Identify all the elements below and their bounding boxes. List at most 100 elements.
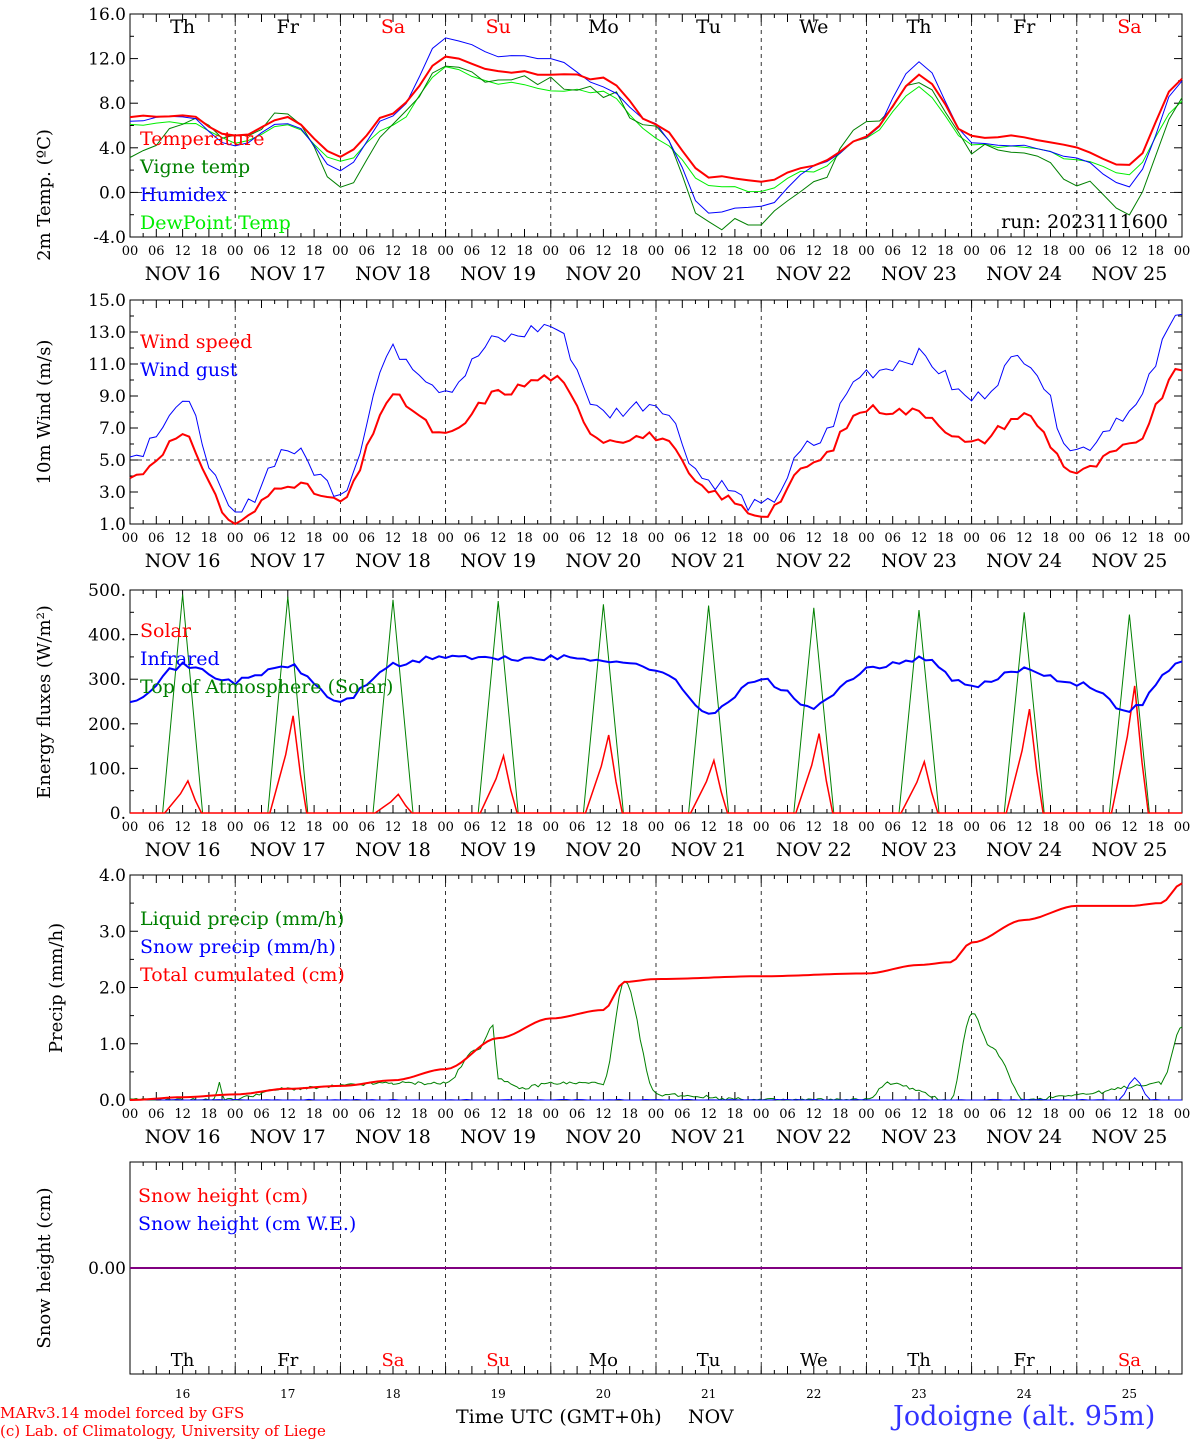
y-tick-label: 15.0 [88, 291, 126, 311]
hour-label: 12 [1016, 244, 1033, 259]
hour-label: 18 [306, 531, 323, 546]
date-label: NOV 20 [565, 550, 641, 572]
series-line-0 [129, 55, 1183, 183]
date-label: NOV 18 [355, 839, 431, 861]
date-label: NOV 19 [460, 1126, 536, 1148]
legend-entry: Humidex [140, 184, 227, 206]
month-label: NOV [688, 1406, 734, 1428]
hour-label: 00 [648, 820, 665, 835]
hour-label: 12 [595, 244, 612, 259]
hour-label: 18 [201, 531, 218, 546]
hour-label: 06 [358, 1107, 375, 1122]
date-label: NOV 25 [1091, 263, 1167, 285]
hour-label: 12 [911, 244, 928, 259]
legend-entry: Wind gust [140, 359, 238, 381]
legend-entry: Snow height (cm) [138, 1185, 308, 1207]
hour-label: 18 [1147, 531, 1164, 546]
series-line-1 [129, 313, 1183, 513]
y-tick-label: 1.0 [99, 515, 126, 535]
hour-label: 18 [1147, 244, 1164, 259]
weekday-label: We [800, 1350, 828, 1371]
hour-label: 18 [516, 244, 533, 259]
day-number-label: 22 [806, 1387, 821, 1401]
hour-label: 12 [490, 1107, 507, 1122]
y-tick-label: 0.0 [99, 1091, 126, 1111]
date-label: NOV 18 [355, 550, 431, 572]
y-tick-label: 0.0 [99, 183, 126, 203]
weekday-label: Fr [1013, 16, 1036, 38]
hour-label: 06 [990, 820, 1007, 835]
y-tick-label: 12.0 [88, 50, 126, 70]
weekday-label: Th [907, 1350, 931, 1371]
date-label: NOV 24 [986, 263, 1062, 285]
date-label: NOV 16 [145, 1126, 221, 1148]
hour-label: 06 [148, 1107, 165, 1122]
legend-entry: Wind speed [140, 331, 252, 353]
y-tick-label: 11.0 [88, 355, 126, 375]
hour-label: 00 [753, 1107, 770, 1122]
hour-label: 00 [858, 244, 875, 259]
panel-2 [129, 299, 1183, 525]
hour-label: 18 [727, 1107, 744, 1122]
date-label: NOV 16 [145, 839, 221, 861]
hour-label: 06 [1095, 531, 1112, 546]
hour-label: 12 [1121, 531, 1138, 546]
hour-label: 00 [437, 1107, 454, 1122]
hour-label: 18 [1042, 244, 1059, 259]
hour-label: 12 [911, 1107, 928, 1122]
y-tick-label: -4.0 [93, 228, 126, 248]
weekday-label: Sa [1117, 16, 1141, 38]
weekday-label: Th [170, 16, 195, 38]
hour-label: 18 [411, 820, 428, 835]
hour-label: 18 [1147, 820, 1164, 835]
date-label: NOV 21 [671, 263, 747, 285]
legend-entry: Total cumulated (cm) [140, 964, 345, 986]
hour-label: 06 [148, 531, 165, 546]
y-tick-label: 5.0 [99, 451, 126, 471]
legend-entry: Snow height (cm W.E.) [138, 1213, 356, 1235]
date-label: NOV 19 [460, 263, 536, 285]
date-label: NOV 17 [250, 839, 326, 861]
hour-label: 18 [621, 244, 638, 259]
hour-label: 06 [569, 820, 586, 835]
hour-label: 00 [963, 531, 980, 546]
date-label: NOV 17 [250, 1126, 326, 1148]
hour-label: 00 [227, 531, 244, 546]
hour-label: 18 [832, 244, 849, 259]
y-tick-label: 500. [88, 581, 126, 601]
hour-label: 12 [806, 244, 823, 259]
xaxis-title: Time UTC (GMT+0h) [456, 1406, 662, 1428]
weekday-label: Tu [697, 1350, 721, 1371]
y-tick-label: 13.0 [88, 323, 126, 343]
hour-label: 06 [148, 244, 165, 259]
date-label: NOV 24 [986, 1126, 1062, 1148]
hour-label: 00 [963, 244, 980, 259]
weekday-label: Th [907, 16, 932, 38]
weekday-label: Sa [1118, 1350, 1141, 1371]
hour-label: 06 [464, 1107, 481, 1122]
panel-1 [129, 13, 1183, 238]
hour-label: 06 [990, 1107, 1007, 1122]
date-label: NOV 20 [565, 263, 641, 285]
hour-label: 18 [937, 1107, 954, 1122]
y-tick-label: 7.0 [99, 419, 126, 439]
hour-label: 12 [280, 1107, 297, 1122]
y-tick-label: 1.0 [99, 1035, 126, 1055]
hour-label: 18 [306, 1107, 323, 1122]
hour-label: 12 [1121, 820, 1138, 835]
hour-label: 06 [569, 531, 586, 546]
hour-label: 06 [253, 1107, 270, 1122]
hour-label: 00 [1174, 244, 1191, 259]
hour-label: 00 [1069, 820, 1086, 835]
station-label: Jodoigne (alt. 95m) [893, 1401, 1156, 1432]
weekday-label: Fr [277, 1350, 298, 1371]
hour-label: 12 [490, 244, 507, 259]
hour-label: 06 [569, 1107, 586, 1122]
date-label: NOV 22 [776, 550, 852, 572]
hour-label: 18 [1042, 531, 1059, 546]
hour-label: 06 [884, 820, 901, 835]
date-label: NOV 20 [565, 839, 641, 861]
hour-label: 18 [306, 244, 323, 259]
hour-label: 12 [1016, 1107, 1033, 1122]
hour-label: 12 [1121, 1107, 1138, 1122]
